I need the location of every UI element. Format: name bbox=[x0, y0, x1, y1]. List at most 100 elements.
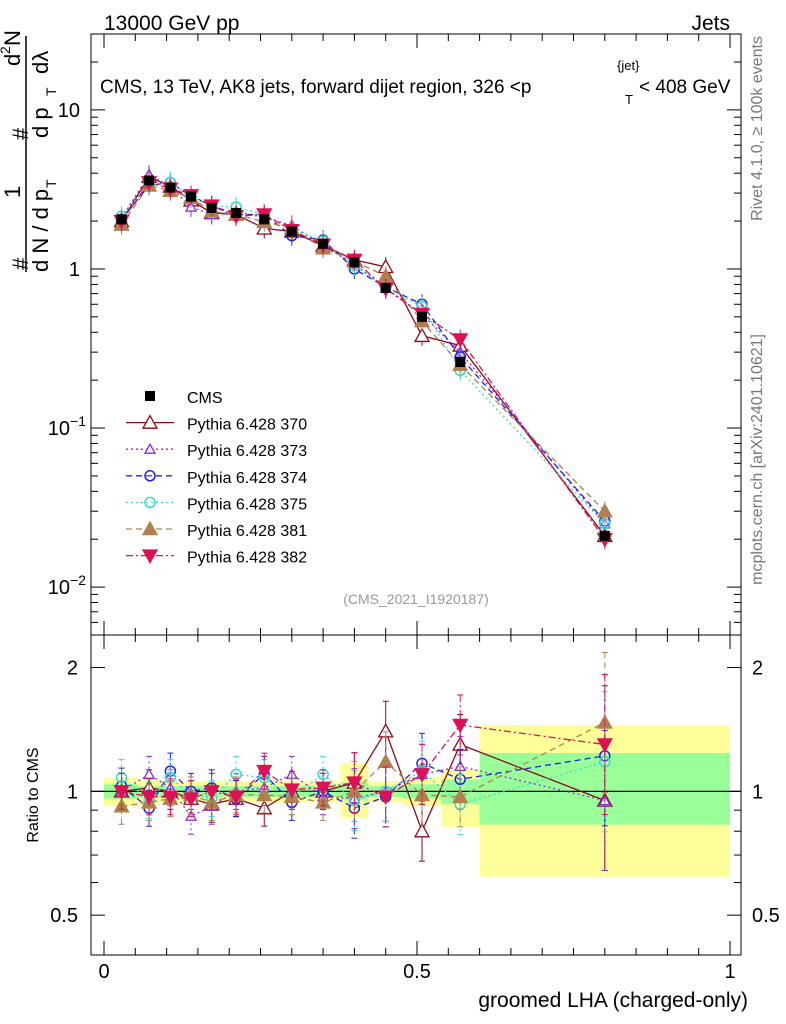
legend-entry: Pythia 6.428 373 bbox=[126, 442, 307, 460]
cms-point bbox=[144, 175, 155, 186]
title-tail: < 408 GeV bbox=[639, 77, 731, 98]
ratio-point bbox=[413, 822, 431, 838]
x-tick-label: 1 bbox=[724, 961, 735, 983]
ylabel-dl: dλ bbox=[28, 51, 53, 74]
cms-point bbox=[186, 191, 197, 202]
x-tick-label: 0.5 bbox=[403, 961, 431, 983]
y-tick-label-bottom: 0.5 bbox=[50, 905, 78, 927]
y-tick-label-top: 10−2 bbox=[48, 572, 86, 599]
ratio-point bbox=[283, 783, 300, 798]
y-axis-label-bottom: Ratio to CMS bbox=[25, 747, 42, 842]
legend-marker bbox=[141, 414, 159, 429]
y-tick-label-top: 10 bbox=[58, 100, 80, 122]
y-tick-label-exp: −2 bbox=[70, 572, 86, 588]
ratio-point bbox=[256, 786, 273, 802]
x-axis-label: groomed LHA (charged-only) bbox=[478, 989, 748, 1012]
ratio-point bbox=[227, 790, 245, 806]
legend-entry: Pythia 6.428 382 bbox=[126, 549, 307, 567]
analysis-id: (CMS_2021_I1920187) bbox=[343, 591, 489, 607]
legend-marker bbox=[144, 496, 156, 509]
cms-point bbox=[417, 311, 428, 322]
ylabel-dpt: d p bbox=[28, 107, 53, 138]
legend-label: Pythia 6.428 382 bbox=[187, 550, 307, 567]
mcplots-label: mcplots.cern.ch [arXiv:2401.10621] bbox=[749, 334, 766, 585]
ylabel-dn-dpt: d N / d p bbox=[28, 189, 53, 272]
series-line-4 bbox=[120, 184, 606, 512]
ylabel-n: N bbox=[0, 30, 25, 46]
ratio-point bbox=[377, 790, 394, 806]
ratio-point bbox=[452, 718, 469, 734]
header-right: Jets bbox=[691, 12, 730, 35]
cms-point bbox=[116, 214, 127, 225]
ylabel-sub-t2: T bbox=[43, 87, 59, 96]
y-tick-label-exp: −1 bbox=[70, 413, 86, 429]
ratio-point bbox=[314, 781, 332, 797]
ratio-point bbox=[377, 753, 394, 769]
ratio-point bbox=[256, 764, 273, 780]
legend-label: Pythia 6.428 370 bbox=[187, 417, 307, 434]
ratio-point bbox=[346, 776, 363, 791]
legend-label: Pythia 6.428 373 bbox=[187, 443, 307, 460]
y-tick-label-base: 10 bbox=[48, 418, 70, 440]
legend-marker-cms bbox=[145, 391, 155, 401]
legend-marker bbox=[144, 470, 156, 482]
legend-label: Pythia 6.428 374 bbox=[187, 470, 307, 487]
cms-point bbox=[259, 214, 270, 225]
chart-title: CMS, 13 TeV, AK8 jets, forward dijet reg… bbox=[100, 58, 731, 107]
series-point bbox=[596, 502, 613, 518]
ratio-point bbox=[596, 738, 613, 753]
y-tick-label-bottom: 2 bbox=[67, 658, 78, 680]
legend-entry-cms: CMS bbox=[145, 390, 223, 407]
legend-label: Pythia 6.428 381 bbox=[187, 523, 307, 540]
rivet-label: Rivet 4.1.0, ≥ 100k events bbox=[749, 36, 766, 221]
y-tick-label-bottom: 1 bbox=[67, 781, 78, 803]
x-tick-label: 0 bbox=[98, 961, 109, 983]
legend-marker bbox=[141, 520, 159, 536]
legend-label: Pythia 6.428 375 bbox=[187, 496, 307, 513]
title-sub: T bbox=[625, 92, 633, 107]
y-tick-label-base: 10 bbox=[48, 577, 70, 599]
ylabel-sub-t: T bbox=[43, 179, 59, 188]
y-tick-label-bottom-right: 2 bbox=[752, 658, 763, 680]
legend-entry: Pythia 6.428 375 bbox=[126, 496, 307, 513]
series-point bbox=[452, 333, 469, 348]
cms-point bbox=[286, 226, 297, 237]
legend-marker bbox=[143, 442, 157, 454]
ratio-line-5 bbox=[121, 724, 605, 800]
ylabel-one: 1 bbox=[0, 186, 25, 198]
top-frame bbox=[90, 33, 742, 636]
y-tick-label-bottom-right: 1 bbox=[752, 781, 763, 803]
legend-marker bbox=[141, 549, 159, 564]
bottom-frame bbox=[90, 634, 742, 956]
ratio-point bbox=[140, 790, 158, 806]
y-axis-label-top: # 1 d N / d p T # d 2 N d p T dλ bbox=[0, 30, 59, 272]
cms-point bbox=[349, 257, 360, 268]
ratio-point bbox=[203, 785, 220, 800]
series-point bbox=[413, 327, 431, 343]
ratio-point bbox=[182, 792, 200, 807]
title-main: CMS, 13 TeV, AK8 jets, forward dijet reg… bbox=[100, 77, 531, 98]
cms-point bbox=[455, 357, 466, 368]
ylabel-sup2: 2 bbox=[0, 46, 13, 54]
cms-point bbox=[165, 182, 176, 193]
ratio-point bbox=[162, 790, 179, 806]
y-tick-label-top: 10−1 bbox=[48, 413, 86, 440]
y-tick-label-bottom-right: 0.5 bbox=[752, 905, 780, 927]
title-sup: {jet} bbox=[617, 58, 640, 73]
cms-point bbox=[380, 282, 391, 293]
legend-entry: Pythia 6.428 370 bbox=[126, 414, 307, 434]
header-left: 13000 GeV pp bbox=[104, 12, 239, 35]
cms-point bbox=[599, 530, 610, 541]
ylabel-d: d bbox=[0, 54, 25, 66]
legend: CMS Pythia 6.428 370 Pythia 6.428 373 Pythi… bbox=[126, 390, 307, 567]
legend-entry: Pythia 6.428 381 bbox=[126, 520, 307, 540]
ratio-point bbox=[452, 788, 469, 804]
ratio-point bbox=[113, 785, 130, 800]
legend-label-cms: CMS bbox=[187, 390, 223, 407]
cms-point bbox=[206, 202, 217, 213]
cms-point bbox=[231, 207, 242, 218]
legend-entry: Pythia 6.428 374 bbox=[126, 470, 307, 487]
bottom-panel: 0 0.5 1 0.5 0.5 1 1 2 2 bbox=[50, 634, 780, 983]
